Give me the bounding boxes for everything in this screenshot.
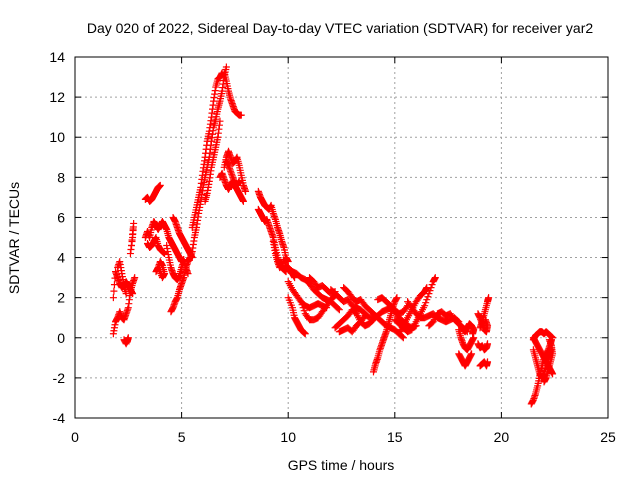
data-point: [216, 117, 224, 125]
y-axis-label: SDTVAR / TECUs: [6, 182, 22, 294]
data-point: [110, 281, 118, 289]
data-point: [239, 197, 247, 205]
data-point: [424, 293, 432, 301]
data-point: [428, 281, 436, 289]
x-tick-label: 10: [280, 429, 296, 445]
data-point: [423, 284, 431, 292]
data-point: [360, 313, 368, 321]
data-point: [368, 317, 376, 325]
data-point: [237, 111, 245, 119]
y-tick-labels: -4 -2 0 2 4 6 8 10 12 14: [49, 49, 65, 426]
data-point: [155, 266, 163, 274]
x-tick-label: 5: [178, 429, 186, 445]
data-point: [423, 296, 431, 304]
data-point: [484, 358, 492, 366]
data-point: [361, 312, 369, 320]
data-point: [235, 177, 243, 185]
y-tick-label: 8: [57, 169, 65, 185]
data-point: [399, 334, 407, 342]
data-points: [109, 63, 557, 408]
x-tick-label: 0: [71, 429, 79, 445]
data-point: [298, 301, 306, 309]
data-point: [297, 298, 305, 306]
data-point: [127, 242, 135, 250]
data-point: [122, 290, 130, 298]
y-tick-label: 6: [57, 209, 65, 225]
y-tick-label: 4: [57, 250, 65, 266]
data-point: [242, 187, 250, 195]
data-point: [469, 330, 477, 338]
x-tick-label: 15: [387, 429, 403, 445]
data-point: [422, 299, 430, 307]
axis-ticks: [74, 56, 609, 419]
data-point: [398, 333, 406, 341]
y-tick-label: 14: [49, 49, 65, 65]
data-point: [421, 302, 429, 310]
plot-frame: [74, 56, 609, 419]
y-tick-label: -4: [53, 410, 66, 426]
data-point: [334, 305, 342, 313]
data-point: [369, 316, 377, 324]
data-point: [299, 304, 307, 312]
data-point: [110, 287, 118, 295]
data-point: [335, 306, 343, 314]
data-point: [484, 298, 492, 306]
x-tick-label: 25: [600, 429, 616, 445]
data-point: [470, 334, 478, 342]
data-point: [484, 340, 492, 348]
y-tick-label: 12: [49, 89, 65, 105]
data-point: [301, 330, 309, 338]
y-tick-label: 2: [57, 290, 65, 306]
data-point: [123, 338, 131, 346]
x-tick-labels: 0 5 10 15 20 25: [71, 429, 616, 445]
data-point: [431, 274, 439, 282]
data-point: [468, 350, 476, 358]
data-point: [131, 274, 139, 282]
x-tick-label: 20: [494, 429, 510, 445]
data-point: [109, 294, 117, 302]
data-point: [153, 185, 161, 193]
data-point: [425, 290, 433, 298]
data-point: [129, 290, 137, 298]
data-point: [154, 184, 162, 192]
data-point: [222, 63, 230, 71]
chart-title: Day 020 of 2022, Sidereal Day-to-day VTE…: [87, 20, 593, 36]
data-point: [545, 336, 553, 344]
data-point: [393, 294, 401, 302]
y-tick-label: -2: [53, 370, 66, 386]
data-point: [481, 316, 489, 324]
data-point: [300, 307, 308, 315]
data-point: [184, 270, 192, 278]
x-axis-label: GPS time / hours: [288, 457, 395, 473]
y-tick-label: 0: [57, 330, 65, 346]
y-tick-label: 10: [49, 129, 65, 145]
